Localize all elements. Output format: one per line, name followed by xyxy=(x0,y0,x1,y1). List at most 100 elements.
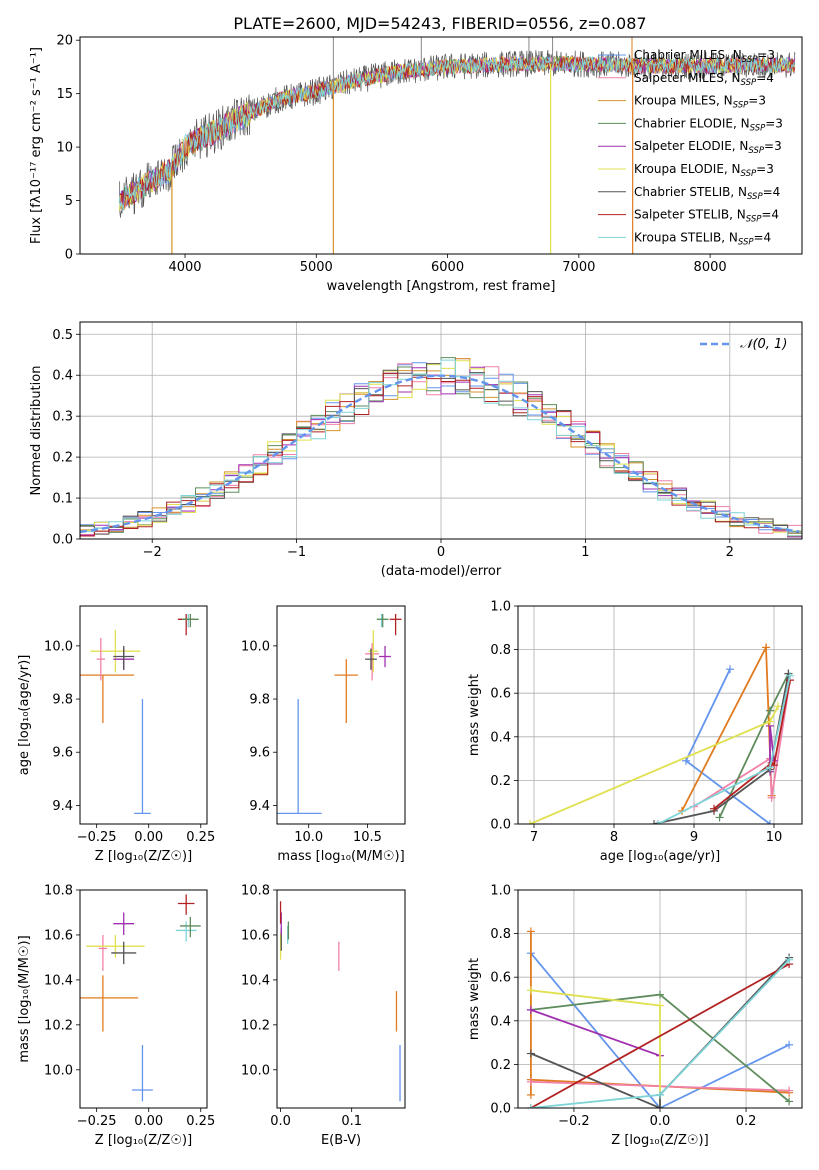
weight-line xyxy=(713,679,791,810)
weight-line xyxy=(530,963,790,1108)
y-tick-label: 0.4 xyxy=(490,1014,511,1029)
weight-line xyxy=(693,679,791,808)
legend-label-sub: SSP xyxy=(738,237,754,247)
plot-area-z_vs_mass_weight xyxy=(526,927,794,1108)
legend-label-end: =3 xyxy=(756,162,774,176)
legend-label: Kroupa STELIB, NSSP=4 xyxy=(634,230,771,247)
x-tick-label: 6000 xyxy=(431,260,464,275)
y-tick-label: 0.4 xyxy=(52,369,73,384)
y-tick-label: 10.0 xyxy=(241,639,270,654)
y-tick-label: 10.6 xyxy=(241,928,270,943)
x-tick-label: −0.2 xyxy=(558,1114,590,1129)
legend-label-sub: SSP xyxy=(733,101,749,111)
legend-label: Chabrier ELODIE, NSSP=3 xyxy=(634,116,783,133)
legend-label-end: =3 xyxy=(764,139,782,153)
legend-label-end: =4 xyxy=(761,208,779,222)
x-axis-label: Z [log₁₀(Z/Z☉)] xyxy=(95,1133,192,1148)
y-tick-label: 0.6 xyxy=(490,687,511,702)
y-tick-label: 9.4 xyxy=(249,799,270,814)
legend-label-main: Kroupa ELODIE, N xyxy=(634,162,741,176)
y-tick-label: 10.6 xyxy=(44,928,73,943)
panel-z_vs_mass_weight: −0.2 0.0 0.2 0.0 0.2 0.4 0.6 0.8 1.0 Z [log₁₀(Z/Z… xyxy=(467,884,803,1148)
plot-area-z_vs_mass xyxy=(80,894,201,1102)
legend-label-end: =4 xyxy=(756,71,774,85)
panel-z_vs_age: −0.25 0.00 0.25 9.4 9.6 9.8 10.0 Z [log₁₀(Z/Z☉)… xyxy=(17,605,215,864)
panel-ebv_vs_mass: 0.0 0.1 10.0 10.2 10.4 10.6 10.8 E(B-V) xyxy=(241,884,406,1148)
y-tick-label: 0.1 xyxy=(52,492,73,507)
x-tick-label: 9 xyxy=(690,830,698,845)
legend-label-end: =3 xyxy=(765,116,783,130)
legend-label-main: Chabrier MILES, N xyxy=(634,48,742,62)
legend-label-main: Kroupa STELIB, N xyxy=(634,230,738,244)
legend-label: 𝒩(0, 1) xyxy=(740,337,787,352)
y-tick-label: 9.4 xyxy=(52,799,73,814)
y-tick-label: 9.8 xyxy=(52,693,73,708)
legend-label-end: =4 xyxy=(763,185,781,199)
x-tick-label: 8000 xyxy=(694,260,727,275)
panel-spectrum: 4000 5000 6000 7000 8000 0 5 10 15 20 wavelength [… xyxy=(29,34,803,294)
y-axis-label: mass [log₁₀(M/M☉)] xyxy=(17,935,32,1062)
x-tick-label: 10.0 xyxy=(294,830,323,845)
y-tick-label: 10.0 xyxy=(241,1063,270,1078)
axes-frame xyxy=(79,605,208,825)
axes-frame xyxy=(276,605,406,825)
axes-frame xyxy=(79,321,803,540)
x-axis-label: (data-model)/error xyxy=(381,564,502,579)
y-tick-label: 10.4 xyxy=(241,973,270,988)
histogram-step xyxy=(80,372,802,537)
x-tick-label: 0.25 xyxy=(186,830,215,845)
axes-frame xyxy=(517,605,803,825)
y-tick-label: 0.2 xyxy=(52,451,73,466)
y-tick-label: 10.2 xyxy=(241,1018,270,1033)
plot-area-z_vs_age xyxy=(80,613,199,815)
plot-area-mass_vs_age xyxy=(277,613,402,815)
y-tick-label: 0.2 xyxy=(490,1058,511,1073)
weight-line xyxy=(530,1009,661,1057)
panel-age_vs_mass_weight: 7 8 9 10 0.0 0.2 0.4 0.6 0.8 1.0 age [log₁₀(age/yr… xyxy=(467,600,803,864)
plot-area-ebv_vs_mass xyxy=(279,901,401,1102)
plot-area-residuals xyxy=(80,357,802,538)
plot-area-spectrum xyxy=(119,37,796,254)
y-tick-label: 0.6 xyxy=(490,971,511,986)
axes-frame xyxy=(79,36,803,255)
legend-label-end: =3 xyxy=(748,94,766,108)
y-tick-label: 1.0 xyxy=(490,600,511,615)
x-tick-label: −2 xyxy=(143,545,162,560)
axes-frame xyxy=(517,889,803,1109)
x-tick-label: 0.00 xyxy=(134,1114,163,1129)
x-tick-label: 2 xyxy=(726,545,734,560)
y-axis-label: mass weight xyxy=(467,674,482,756)
legend-label-main: Kroupa MILES, N xyxy=(634,94,733,108)
legend-label: Salpeter STELIB, NSSP=4 xyxy=(634,208,779,225)
y-tick-label: 10.4 xyxy=(44,973,73,988)
y-tick-label: 0.3 xyxy=(52,410,73,425)
legend-label: Kroupa ELODIE, NSSP=3 xyxy=(634,162,774,179)
legend-label-sub: SSP xyxy=(741,169,757,179)
legend-label: Salpeter MILES, NSSP=4 xyxy=(634,71,774,88)
x-tick-label: 0.25 xyxy=(186,1114,215,1129)
y-tick-label: 5 xyxy=(65,194,73,209)
y-tick-label: 9.6 xyxy=(249,746,270,761)
x-tick-label: 4000 xyxy=(168,260,201,275)
y-tick-label: 0.4 xyxy=(490,730,511,745)
y-tick-label: 9.6 xyxy=(52,746,73,761)
histogram-step xyxy=(80,359,802,537)
y-axis-label: Flux [fλ10⁻¹⁷ erg cm⁻² s⁻¹ A⁻¹] xyxy=(29,47,44,244)
panel-mass_vs_age: 10.0 10.5 9.4 9.6 9.8 10.0 mass [log₁₀(M/M☉)] xyxy=(241,605,406,864)
x-tick-label: 0.0 xyxy=(650,1114,671,1129)
legend-label-sub: SSP xyxy=(750,123,766,133)
y-tick-label: 10.8 xyxy=(241,884,270,899)
x-tick-label: 7 xyxy=(530,830,538,845)
y-tick-label: 20 xyxy=(56,34,73,49)
x-tick-label: 1 xyxy=(581,545,589,560)
axes-frame xyxy=(79,889,208,1109)
y-tick-label: 0.0 xyxy=(490,1102,511,1117)
x-tick-label: 8 xyxy=(610,830,618,845)
y-tick-label: 10 xyxy=(56,141,73,156)
x-tick-label: −0.25 xyxy=(77,830,117,845)
legend-label-end: =3 xyxy=(757,48,775,62)
legend-label: Chabrier MILES, NSSP=3 xyxy=(634,48,775,65)
x-tick-label: 0.1 xyxy=(341,1114,362,1129)
gaussian-curve xyxy=(80,374,800,533)
